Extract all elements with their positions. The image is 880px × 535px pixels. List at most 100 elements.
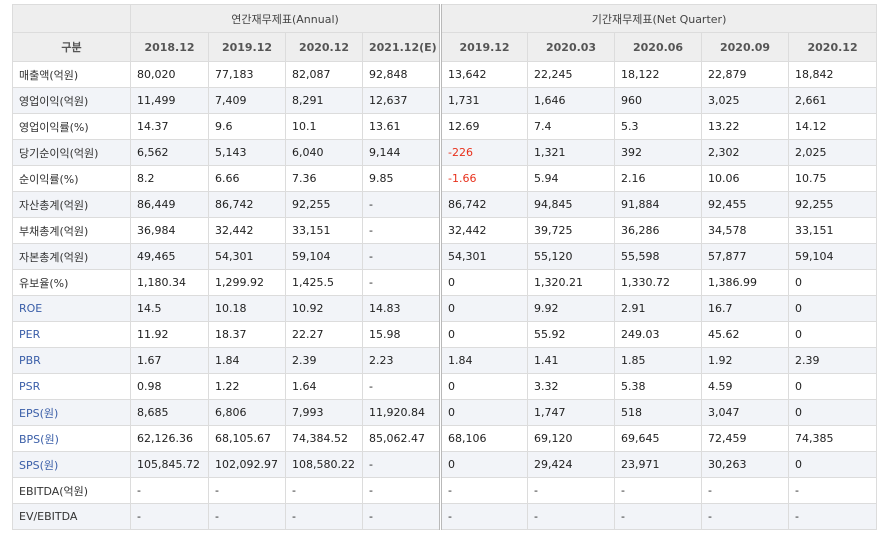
annual-value-cell: 1.22 [208, 373, 286, 400]
annual-value-cell: 1,299.92 [208, 269, 286, 296]
annual-value-cell: 10.1 [285, 113, 363, 140]
quarter-value-cell: 0 [788, 321, 878, 348]
annual-value-cell: 7.36 [285, 165, 363, 192]
quarter-period-header: 2020.03 [527, 32, 616, 62]
annual-value-cell: - [361, 243, 442, 270]
row-label[interactable]: PER [12, 321, 131, 348]
row-label: EBITDA(억원) [12, 477, 131, 504]
quarter-value-cell: - [527, 503, 616, 530]
row-label[interactable]: PSR [12, 373, 131, 400]
annual-value-cell: 59,104 [285, 243, 363, 270]
table-row: 영업이익률(%) 14.37 9.6 10.1 13.61 12.69 7.4 5.3 13.2… [12, 113, 878, 140]
annual-group-header: 연간재무제표(Annual) [129, 4, 442, 33]
annual-value-cell: 11.92 [130, 321, 209, 348]
annual-value-cell: - [208, 477, 286, 504]
annual-value-cell: - [285, 503, 363, 530]
quarter-value-cell: 7.4 [527, 113, 616, 140]
quarter-value-cell: - [614, 503, 703, 530]
annual-value-cell: 102,092.97 [208, 451, 286, 478]
annual-value-cell: 86,449 [130, 191, 209, 218]
annual-value-cell: - [361, 477, 442, 504]
annual-value-cell: 1.67 [130, 347, 209, 374]
quarter-value-cell: 34,578 [701, 217, 790, 244]
annual-period-header: 2019.12 [208, 32, 286, 62]
quarter-value-cell: 57,877 [701, 243, 790, 270]
annual-value-cell: - [361, 503, 442, 530]
annual-value-cell: - [361, 191, 442, 218]
quarter-value-cell: 69,645 [614, 425, 703, 452]
row-label: 매출액(억원) [12, 61, 131, 88]
row-label: 유보율(%) [12, 269, 131, 296]
annual-value-cell: 9,144 [361, 139, 442, 166]
quarter-value-cell: 1,330.72 [614, 269, 703, 296]
annual-value-cell: - [361, 451, 442, 478]
quarter-value-cell: 0 [788, 269, 878, 296]
annual-value-cell: 11,499 [130, 87, 209, 114]
annual-value-cell: 32,442 [208, 217, 286, 244]
row-label[interactable]: EPS(원) [12, 399, 131, 426]
quarter-value-cell: 5.38 [614, 373, 703, 400]
quarter-value-cell: 54,301 [439, 243, 529, 270]
quarter-value-cell: 0 [788, 399, 878, 426]
quarter-value-cell: -226 [439, 139, 529, 166]
quarter-value-cell: 0 [788, 295, 878, 322]
annual-value-cell: 11,920.84 [361, 399, 442, 426]
annual-value-cell: 86,742 [208, 191, 286, 218]
quarter-value-cell: 2.91 [614, 295, 703, 322]
quarter-value-cell: 9.92 [527, 295, 616, 322]
quarter-value-cell: 1,321 [527, 139, 616, 166]
quarter-value-cell: 45.62 [701, 321, 790, 348]
quarter-value-cell: 0 [439, 373, 529, 400]
annual-value-cell: 8,685 [130, 399, 209, 426]
table-row: SPS(원) 105,845.72 102,092.97 108,580.22-0 29… [12, 451, 878, 478]
table-row: PBR 1.67 1.84 2.39 2.23 1.84 1.41 1.85 1.92 2.39 [12, 347, 878, 374]
quarter-period-header: 2020.09 [701, 32, 790, 62]
quarter-value-cell: - [701, 503, 790, 530]
annual-value-cell: 15.98 [361, 321, 442, 348]
quarter-value-cell: 1,747 [527, 399, 616, 426]
annual-value-cell: 12,637 [361, 87, 442, 114]
quarter-value-cell: 1.85 [614, 347, 703, 374]
row-label[interactable]: ROE [12, 295, 131, 322]
quarter-value-cell: 68,106 [439, 425, 529, 452]
table-row: EBITDA(억원) - - - - - - - - - [12, 477, 878, 504]
annual-value-cell: 92,255 [285, 191, 363, 218]
annual-value-cell: 8.2 [130, 165, 209, 192]
annual-value-cell: 49,465 [130, 243, 209, 270]
quarter-period-header: 2020.12 [788, 32, 878, 62]
row-label[interactable]: BPS(원) [12, 425, 131, 452]
quarter-value-cell: 16.7 [701, 295, 790, 322]
table-row: EV/EBITDA - - - - - - - - - [12, 503, 878, 530]
quarter-value-cell: 36,286 [614, 217, 703, 244]
table-header: 연간재무제표(Annual) 기간재무제표(Net Quarter) 구분 20… [12, 4, 878, 62]
annual-value-cell: 1,180.34 [130, 269, 209, 296]
annual-value-cell: 6,562 [130, 139, 209, 166]
annual-value-cell: 85,062.47 [361, 425, 442, 452]
quarter-value-cell: 13.22 [701, 113, 790, 140]
row-label[interactable]: SPS(원) [12, 451, 131, 478]
quarter-value-cell: - [527, 477, 616, 504]
row-label[interactable]: PBR [12, 347, 131, 374]
quarter-value-cell: 30,263 [701, 451, 790, 478]
table-row: 매출액(억원) 80,020 77,183 82,087 92,848 13,642 22,… [12, 61, 878, 88]
quarter-value-cell: 0 [439, 321, 529, 348]
quarter-group-header: 기간재무제표(Net Quarter) [439, 4, 878, 33]
annual-value-cell: 5,143 [208, 139, 286, 166]
annual-value-cell: - [361, 217, 442, 244]
quarter-value-cell: 5.3 [614, 113, 703, 140]
row-label: 부채총계(억원) [12, 217, 131, 244]
quarter-value-cell: 18,122 [614, 61, 703, 88]
quarter-value-cell: 59,104 [788, 243, 878, 270]
quarter-value-cell: 10.06 [701, 165, 790, 192]
annual-value-cell: 2.39 [285, 347, 363, 374]
quarter-value-cell: 29,424 [527, 451, 616, 478]
row-label: 자산총계(억원) [12, 191, 131, 218]
quarter-period-header: 2020.06 [614, 32, 703, 62]
row-label: 당기순이익(억원) [12, 139, 131, 166]
annual-value-cell: 9.85 [361, 165, 442, 192]
row-label: 영업이익(억원) [12, 87, 131, 114]
quarter-value-cell: 74,385 [788, 425, 878, 452]
annual-value-cell: 108,580.22 [285, 451, 363, 478]
row-label: 순이익률(%) [12, 165, 131, 192]
quarter-value-cell: 92,255 [788, 191, 878, 218]
